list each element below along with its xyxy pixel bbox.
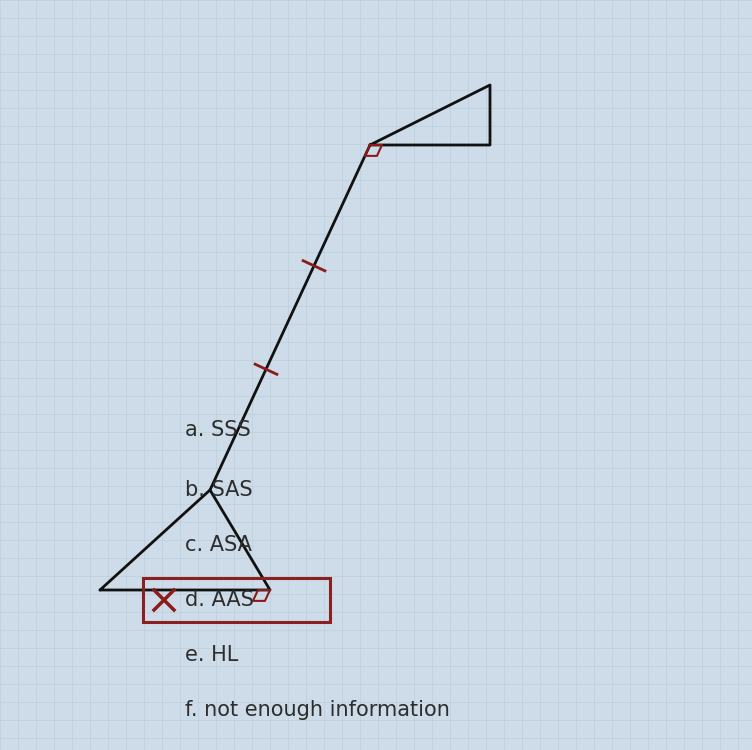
Text: e. HL: e. HL [185, 645, 238, 665]
Text: c. ASA: c. ASA [185, 535, 252, 555]
Text: d. AAS: d. AAS [185, 590, 254, 610]
Bar [143, 578, 330, 622]
Text: a. SSS: a. SSS [185, 420, 250, 440]
Text: b. SAS: b. SAS [185, 480, 253, 500]
Text: f. not enough information: f. not enough information [185, 700, 450, 720]
